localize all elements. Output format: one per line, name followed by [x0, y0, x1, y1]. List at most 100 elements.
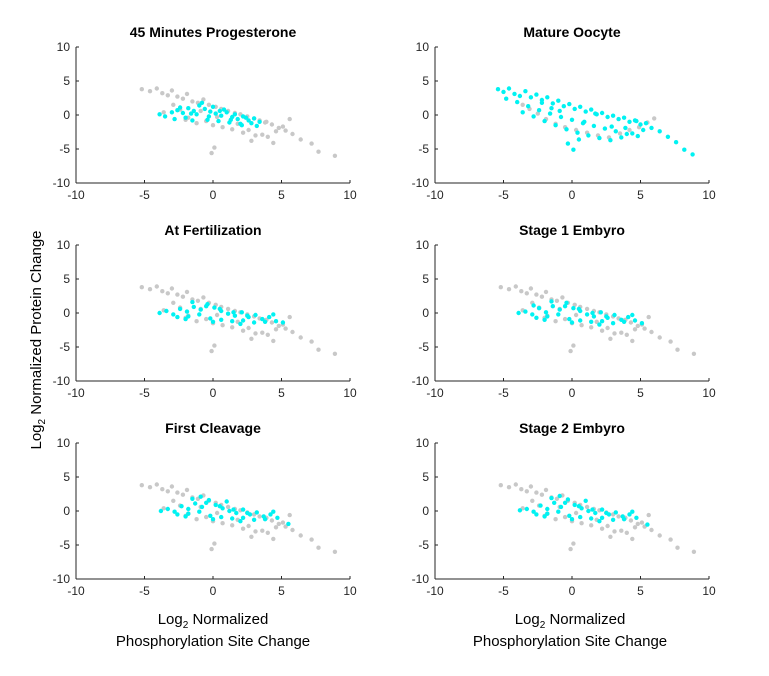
x-tick-label: 0	[210, 188, 217, 202]
data-point	[634, 515, 639, 520]
x-tick-label: -5	[139, 386, 150, 400]
data-point	[332, 153, 338, 158]
data-point	[571, 541, 576, 546]
data-point	[169, 286, 175, 291]
data-point	[589, 107, 594, 112]
data-point	[569, 517, 575, 522]
data-point	[632, 318, 638, 323]
data-point	[191, 304, 196, 310]
data-point	[649, 527, 654, 533]
data-point	[171, 300, 176, 305]
data-point	[271, 140, 276, 146]
data-point	[171, 102, 176, 108]
data-point	[260, 330, 265, 335]
x-tick-label: -10	[426, 386, 444, 400]
data-point	[571, 343, 576, 348]
x-tick-label: -5	[498, 584, 509, 598]
data-point	[534, 512, 539, 517]
data-point	[165, 93, 170, 98]
x-tick-label: -5	[139, 584, 150, 598]
y-axis-label-rest: Normalized Protein Change	[28, 230, 45, 418]
data-point	[183, 115, 188, 120]
data-point	[539, 492, 545, 497]
data-point	[584, 306, 590, 312]
data-point	[590, 310, 595, 316]
data-point	[691, 351, 697, 356]
data-point	[534, 490, 539, 495]
data-point	[564, 127, 569, 132]
data-point	[212, 541, 217, 546]
data-point	[210, 104, 216, 110]
data-point	[194, 517, 199, 522]
data-point	[210, 517, 216, 522]
data-point	[195, 298, 201, 303]
data-point	[213, 111, 218, 116]
data-point	[649, 329, 654, 335]
data-point	[227, 508, 232, 514]
data-point	[519, 487, 524, 492]
data-point	[190, 118, 195, 123]
x-tick-label: 10	[702, 584, 716, 598]
data-point	[578, 514, 583, 520]
series-2	[157, 299, 286, 327]
data-point	[287, 512, 292, 518]
data-point	[604, 314, 609, 319]
data-point	[543, 487, 549, 493]
data-point	[197, 509, 202, 514]
data-point	[594, 319, 599, 324]
data-point	[675, 347, 680, 352]
data-point	[234, 510, 239, 516]
data-point	[520, 110, 525, 115]
data-point	[204, 316, 209, 322]
y-tick-label: 0	[63, 108, 70, 122]
data-point	[249, 138, 254, 143]
data-point	[212, 343, 217, 348]
data-point	[531, 114, 536, 119]
data-point	[495, 87, 501, 92]
data-point	[542, 514, 547, 519]
data-point	[309, 537, 314, 542]
data-point	[567, 101, 572, 107]
data-point	[269, 122, 275, 127]
data-point	[183, 316, 188, 322]
y-tick-label: -10	[53, 374, 71, 388]
data-point	[630, 509, 635, 514]
data-point	[690, 152, 695, 157]
data-point	[562, 500, 568, 505]
data-point	[562, 514, 568, 520]
data-point	[172, 509, 177, 514]
data-point	[523, 309, 528, 314]
data-point	[246, 118, 251, 123]
data-point	[177, 306, 183, 312]
data-point	[586, 133, 591, 138]
data-point	[262, 517, 268, 522]
data-point	[147, 485, 153, 490]
data-point	[213, 502, 218, 508]
panel-title: First Cleavage	[165, 420, 261, 436]
data-point	[220, 323, 225, 328]
data-point	[613, 129, 618, 134]
x-axis-label-right-subscript: 2	[540, 620, 546, 631]
data-point	[639, 520, 645, 525]
data-point	[506, 86, 512, 91]
data-point	[554, 298, 560, 303]
data-point	[520, 102, 525, 108]
data-point	[578, 318, 583, 323]
data-point	[198, 494, 203, 499]
data-point	[608, 336, 613, 341]
data-point	[630, 312, 635, 318]
data-point	[534, 292, 539, 297]
data-point	[593, 510, 598, 516]
x-tick-label: 5	[637, 386, 644, 400]
data-point	[553, 517, 558, 522]
data-point	[549, 299, 554, 304]
data-point	[208, 316, 213, 321]
data-point	[657, 335, 662, 340]
data-point	[260, 132, 265, 137]
data-point	[283, 326, 288, 331]
data-point	[253, 331, 258, 336]
data-point	[262, 120, 268, 125]
data-point	[177, 105, 183, 110]
x-tick-label: -5	[498, 386, 509, 400]
data-point	[276, 521, 281, 527]
